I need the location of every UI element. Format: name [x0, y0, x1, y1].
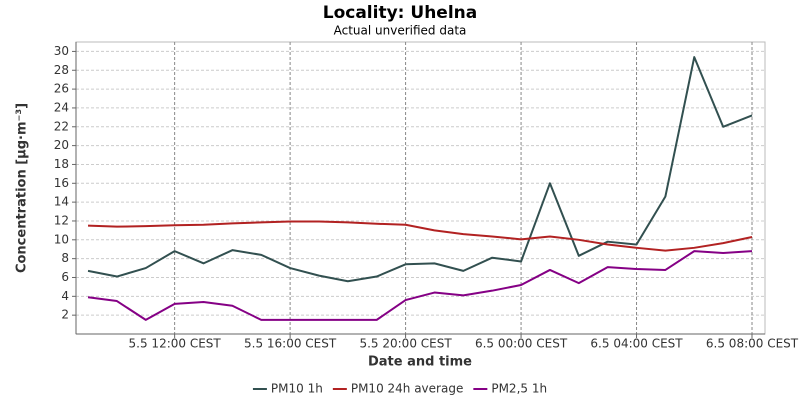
x-tick-label: 6.5 08:00 CEST — [706, 337, 799, 351]
plot-area — [75, 41, 766, 335]
y-tick-label: 26 — [54, 82, 69, 96]
y-tick-label: 28 — [54, 63, 69, 77]
legend: PM10 1h PM10 24h average PM2,5 1h — [252, 382, 547, 396]
y-tick-label: 12 — [54, 213, 69, 227]
y-tick-label: 30 — [54, 44, 69, 58]
y-tick-label: 16 — [54, 176, 69, 190]
legend-label: PM2,5 1h — [491, 382, 547, 396]
x-tick-label: 5.5 12:00 CEST — [129, 337, 222, 351]
y-tick-label: 14 — [54, 195, 69, 209]
y-tick-label: 8 — [61, 251, 69, 265]
series-line — [87, 220, 753, 252]
y-axis-label: Concentration [µg·m⁻³] — [15, 103, 30, 273]
legend-label: PM10 24h average — [351, 382, 464, 396]
chart-subtitle: Actual unverified data — [334, 24, 467, 38]
y-tick-label: 4 — [61, 289, 69, 303]
y-tick-label: 22 — [54, 119, 69, 133]
chart-title: Locality: Uhelna — [323, 3, 477, 23]
legend-label: PM10 1h — [271, 382, 323, 396]
x-tick-label: 5.5 20:00 CEST — [359, 337, 452, 351]
series-line — [87, 250, 753, 321]
y-tick-label: 20 — [54, 138, 69, 152]
y-tick-label: 10 — [54, 232, 69, 246]
y-tick-label: 18 — [54, 157, 69, 171]
x-tick-label: 6.5 04:00 CEST — [590, 337, 683, 351]
x-tick-label: 5.5 16:00 CEST — [244, 337, 337, 351]
series-line — [87, 56, 753, 283]
x-axis-label: Date and time — [368, 355, 472, 370]
y-tick-label: 2 — [61, 308, 69, 322]
y-tick-label: 24 — [54, 100, 69, 114]
y-tick-label: 6 — [61, 270, 69, 284]
x-tick-label: 6.5 00:00 CEST — [475, 337, 568, 351]
